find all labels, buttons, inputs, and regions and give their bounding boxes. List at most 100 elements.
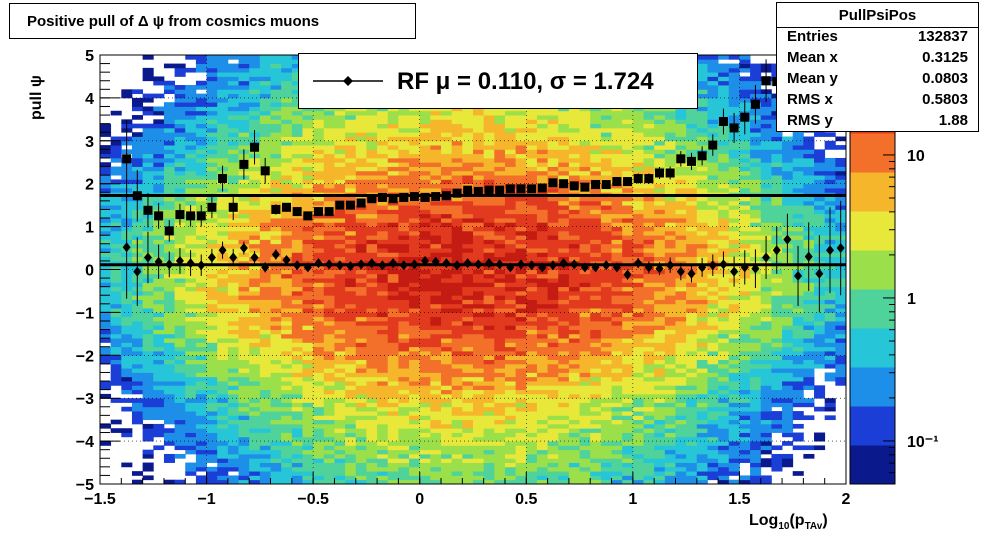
heatmap-cell [323,149,335,155]
heatmap-cell [153,183,165,189]
heatmap-cell [270,106,282,112]
heatmap-cell [195,93,207,99]
heatmap-cell [270,453,282,459]
heatmap-cell [600,423,612,429]
heatmap-cell [590,127,602,133]
heatmap-cell [377,282,389,288]
heatmap-cell [313,415,325,421]
heatmap-cell [249,239,261,245]
heatmap-cell [547,329,559,335]
heatmap-cell [249,381,261,386]
heatmap-cell [355,278,367,283]
heatmap-cell [579,308,591,313]
heatmap-cell [462,415,474,421]
heatmap-cell [632,312,644,318]
heatmap-cell [270,290,282,296]
heatmap-cell [302,273,314,279]
heatmap-cell [430,265,442,270]
heatmap-cell [590,226,602,232]
heatmap-cell [302,205,314,210]
heatmap-cell [409,200,421,206]
heatmap-cell [526,406,538,412]
heatmap-cell [409,282,421,288]
heatmap-cell [430,351,442,356]
heatmap-cell [600,385,612,391]
heatmap-cell [185,363,197,369]
heatmap-cell [579,363,591,369]
heatmap-cell [632,187,644,193]
heatmap-cell [249,458,261,463]
heatmap-cell [195,85,207,90]
heatmap-cell [632,196,644,202]
heatmap-cell [174,312,186,318]
heatmap-cell [334,149,346,155]
heatmap-cell [163,368,175,373]
heatmap-cell [334,359,346,365]
heatmap-cell [334,132,346,137]
heatmap-cell [600,235,612,240]
heatmap-cell [195,385,207,391]
heatmap-cell [558,376,570,382]
heatmap-cell [259,299,271,305]
heatmap-cell [345,269,357,275]
heatmap-cell [238,80,250,86]
heatmap-cell [195,445,207,451]
heatmap-cell [622,428,634,433]
heatmap-cell [611,166,623,172]
heatmap-cell [590,290,602,296]
heatmap-cell [270,162,282,167]
heatmap-cell [302,346,314,352]
heatmap-cell [259,127,271,133]
heatmap-cell [185,402,197,408]
heatmap-cell [302,226,314,232]
heatmap-cell [590,282,602,288]
heatmap-cell [206,136,218,142]
heatmap-cell [504,415,517,421]
heatmap-cell [227,80,239,86]
heatmap-cell [622,149,634,155]
heatmap-cell [249,89,261,95]
heatmap-cell [345,196,357,202]
heatmap-cell [153,196,165,202]
heatmap-cell [536,282,548,288]
heatmap-cell [345,290,357,296]
heatmap-cell [238,183,250,189]
heatmap-cell [568,209,580,215]
heatmap-cell [462,419,474,425]
heatmap-cell [110,153,122,159]
heatmap-cell [238,453,250,459]
heatmap-cell [110,342,122,348]
heatmap-cell [643,170,655,176]
heatmap-cell [302,303,314,309]
heatmap-cell [547,119,559,125]
heatmap-cell [281,445,293,451]
heatmap-cell [302,415,314,421]
heatmap-cell [334,295,346,300]
heatmap-cell [238,59,250,64]
heatmap-cell [366,299,378,305]
heatmap-cell [323,441,335,446]
heatmap-cell [494,385,506,391]
heatmap-cell [558,316,570,322]
heatmap-cell [195,127,207,133]
heatmap-cell [579,235,591,240]
heatmap-cell [579,376,591,382]
heatmap-cell [547,205,559,210]
heatmap-cell [174,389,186,395]
heatmap-cell [590,423,602,429]
heatmap-cell [526,119,538,125]
heatmap-cell [579,299,591,305]
heatmap-cell [302,441,314,446]
heatmap-cell [323,179,335,185]
heatmap-cell [590,458,602,463]
heatmap-cell [632,153,644,159]
heatmap-cell [473,278,485,283]
heatmap-cell [185,449,197,455]
heatmap-cell [281,423,293,429]
heatmap-cell [622,325,634,330]
heatmap-cell [611,445,623,451]
heatmap-cell [419,115,431,120]
heatmap-cell [185,170,197,176]
heatmap-cell [622,376,634,382]
heatmap-cell [227,106,239,112]
